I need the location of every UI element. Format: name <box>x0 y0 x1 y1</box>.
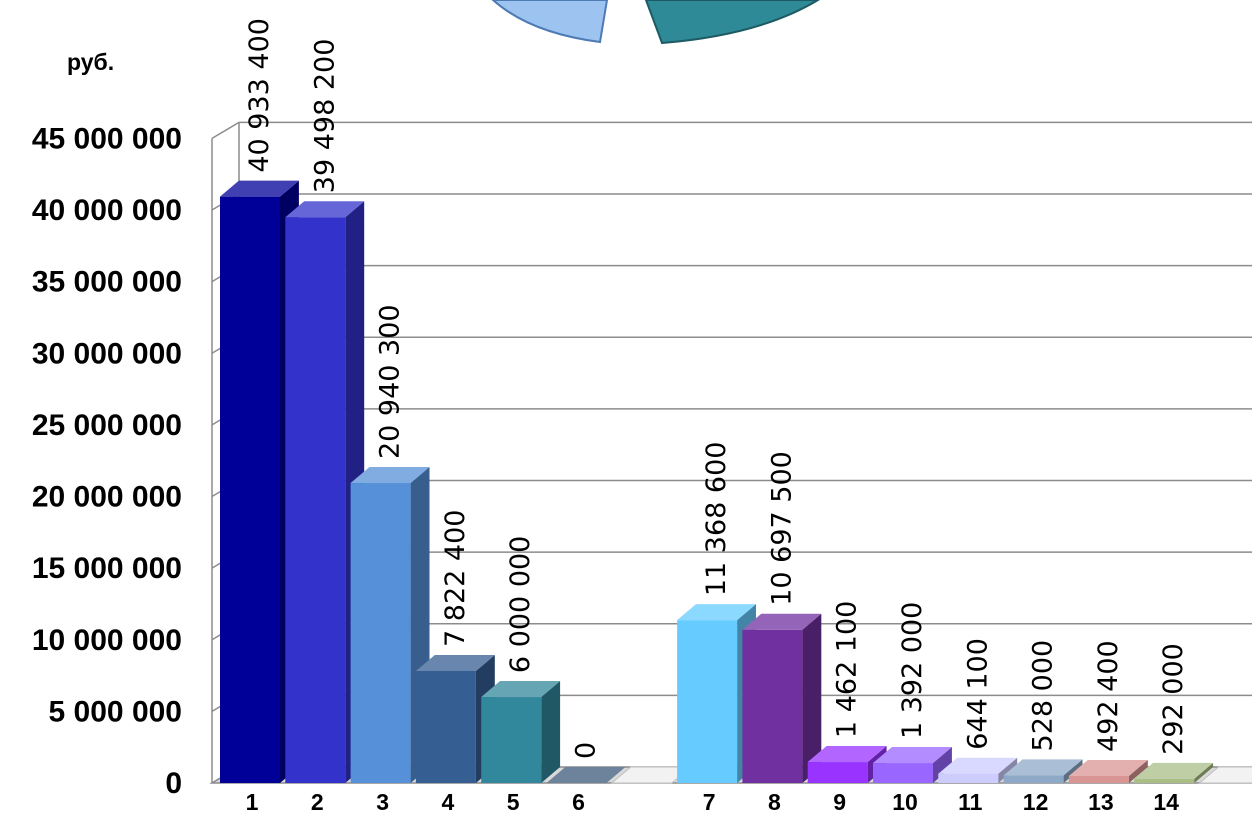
y-tick-label: 20 000 000 <box>32 481 182 514</box>
y-tick-label: 15 000 000 <box>32 552 182 585</box>
bar-top <box>938 757 1018 774</box>
bar-5 <box>481 681 561 783</box>
gridline <box>211 336 1252 354</box>
bar-side <box>1128 759 1148 783</box>
bar-front <box>807 762 868 783</box>
bar-14 <box>1134 762 1214 783</box>
x-tick-label: 7 <box>703 789 716 813</box>
data-label: 39 498 200 <box>309 39 340 194</box>
bar-front <box>938 773 999 783</box>
x-tick-label: 13 <box>1088 789 1114 813</box>
bar-top <box>873 747 952 764</box>
bar-front <box>415 670 476 783</box>
y-tick-label: 45 000 000 <box>32 122 182 155</box>
data-label: 0 <box>571 742 602 759</box>
bar-8 <box>742 613 822 783</box>
gridline <box>211 121 1252 140</box>
x-tick-label: 8 <box>768 789 781 813</box>
x-tick-label: 5 <box>507 789 520 813</box>
bar-top <box>350 467 430 484</box>
bar-10 <box>873 747 952 783</box>
bar-top <box>1003 759 1083 776</box>
x-tick-label: 1 <box>246 789 259 813</box>
bar-front <box>1134 778 1195 783</box>
bar-3 <box>350 467 430 783</box>
x-tick-label: 6 <box>572 789 585 813</box>
y-axis-unit-label: руб. <box>67 49 114 75</box>
y-tick-label: 35 000 000 <box>32 266 182 299</box>
gridline <box>211 193 1252 211</box>
bar-top <box>1134 762 1214 779</box>
data-label: 20 940 300 <box>375 304 406 459</box>
data-label: 10 697 500 <box>766 451 797 606</box>
bar-side <box>802 613 822 783</box>
data-label: 644 100 <box>962 638 993 750</box>
x-tick-label: 14 <box>1153 789 1179 813</box>
y-tick-label: 25 000 000 <box>32 409 182 442</box>
bar-front <box>220 196 280 784</box>
data-label: 11 368 600 <box>701 442 732 597</box>
bar-front <box>350 483 411 783</box>
y-tick-label: 10 000 000 <box>32 624 182 657</box>
y-tick-label: 0 <box>165 767 182 800</box>
bar-front <box>873 763 933 783</box>
bar-11 <box>938 757 1018 783</box>
bars <box>220 180 1252 784</box>
x-tick-label: 11 <box>958 789 983 813</box>
bar-top <box>546 767 626 783</box>
gridline <box>211 264 1252 283</box>
bar-top <box>677 604 756 621</box>
bar-front <box>1003 775 1064 783</box>
x-axis-ticks: 1 2 3 4 5 6 7 8 9 10 11 12 13 14 <box>246 789 1180 813</box>
bar-top <box>1068 759 1148 776</box>
data-label: 1 392 000 <box>897 602 928 739</box>
bar-top <box>481 681 561 698</box>
data-label: 6 000 000 <box>505 536 536 673</box>
pie-slice-left <box>491 0 609 44</box>
data-label: 7 822 400 <box>440 510 471 647</box>
x-tick-label: 12 <box>1023 789 1049 813</box>
pie-slice-right <box>644 0 820 45</box>
bar-side <box>1194 762 1214 783</box>
x-tick-label: 4 <box>442 789 455 813</box>
bar-top <box>742 613 822 630</box>
bar-top <box>220 180 299 197</box>
bar-top <box>285 201 365 218</box>
bar-6 <box>546 767 626 783</box>
bar-front <box>677 620 738 783</box>
x-tick-label: 3 <box>376 789 389 813</box>
data-labels: 40 933 400 39 498 200 20 940 300 7 822 400 6… <box>244 18 1189 759</box>
y-axis-ticks: 0 5 000 000 10 000 000 15 000 000 20 000 000… <box>32 122 182 800</box>
data-label: 1 462 100 <box>832 601 863 738</box>
bar-13 <box>1068 759 1148 783</box>
data-label: 492 400 <box>1093 640 1124 752</box>
bar-top <box>415 654 495 671</box>
bar-side <box>998 757 1018 783</box>
y-tick-label: 30 000 000 <box>32 337 182 370</box>
bar-front <box>1068 775 1129 783</box>
data-label: 40 933 400 <box>244 18 275 173</box>
bar-side <box>933 747 952 783</box>
bar-side <box>1063 759 1083 783</box>
x-tick-label: 2 <box>311 789 324 813</box>
bar-front <box>742 629 803 783</box>
bar-front <box>285 217 346 783</box>
y-tick-label: 40 000 000 <box>32 194 182 227</box>
y-tick-label: 5 000 000 <box>49 695 182 728</box>
x-tick-label: 9 <box>833 789 846 813</box>
bar-top <box>807 746 887 763</box>
bar-front <box>481 697 542 783</box>
bar-12 <box>1003 759 1083 783</box>
data-label: 292 000 <box>1158 643 1189 755</box>
bar-2 <box>285 201 365 783</box>
bar-side <box>541 681 561 783</box>
pie-fragment <box>491 0 820 45</box>
data-label: 528 000 <box>1028 640 1059 752</box>
empty-slot <box>1198 766 1252 784</box>
gridline <box>211 408 1252 426</box>
x-tick-label: 10 <box>892 789 918 813</box>
bar-4 <box>415 654 495 783</box>
